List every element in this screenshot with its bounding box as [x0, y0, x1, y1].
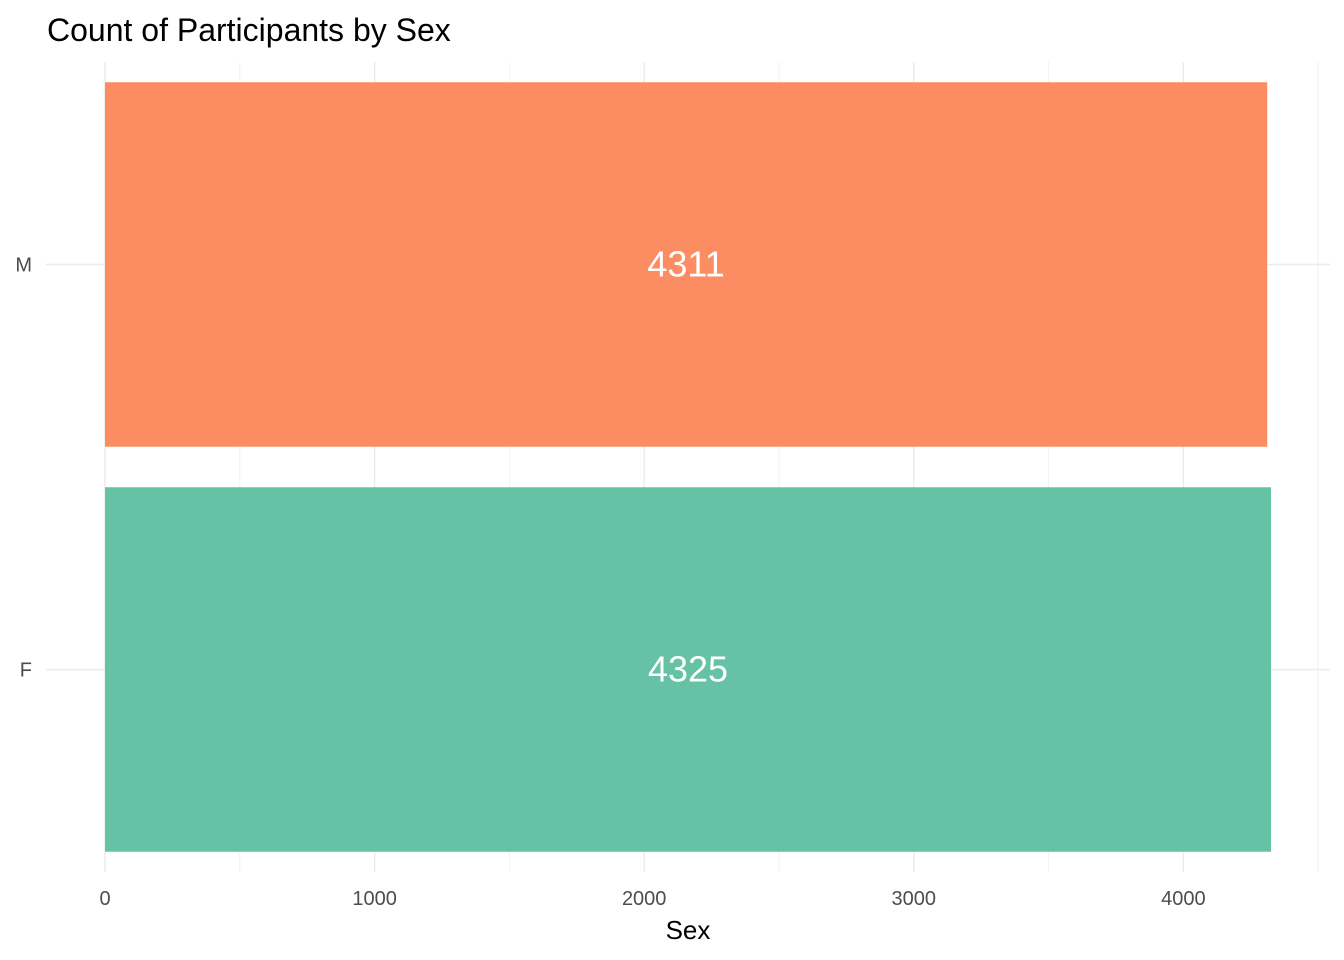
bar-f [105, 487, 1271, 852]
x-tick-label: 4000 [1161, 888, 1206, 910]
x-tick-label: 2000 [622, 888, 667, 910]
y-tick-label: F [20, 660, 32, 682]
bars-group: 4325 4311 [105, 82, 1271, 852]
y-axis-ticks: FM [15, 255, 32, 682]
x-tick-label: 1000 [352, 888, 397, 910]
data-label-f: 4325 [648, 649, 728, 690]
y-tick-label: M [15, 255, 32, 277]
x-axis-title: Sex [666, 915, 711, 945]
x-tick-label: 3000 [892, 888, 937, 910]
chart-title: Count of Participants by Sex [47, 12, 451, 48]
x-axis-ticks: 0 1000 2000 3000 4000 [99, 888, 1205, 910]
data-label-m: 4311 [647, 244, 724, 285]
bar-m [105, 82, 1268, 447]
x-tick-label: 0 [99, 888, 110, 910]
